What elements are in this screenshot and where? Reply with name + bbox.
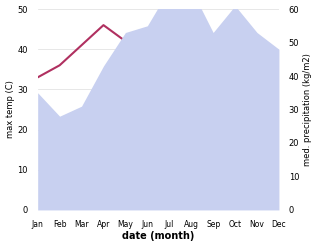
Y-axis label: max temp (C): max temp (C) xyxy=(5,81,15,138)
Y-axis label: med. precipitation (kg/m2): med. precipitation (kg/m2) xyxy=(303,53,313,166)
X-axis label: date (month): date (month) xyxy=(122,231,195,242)
